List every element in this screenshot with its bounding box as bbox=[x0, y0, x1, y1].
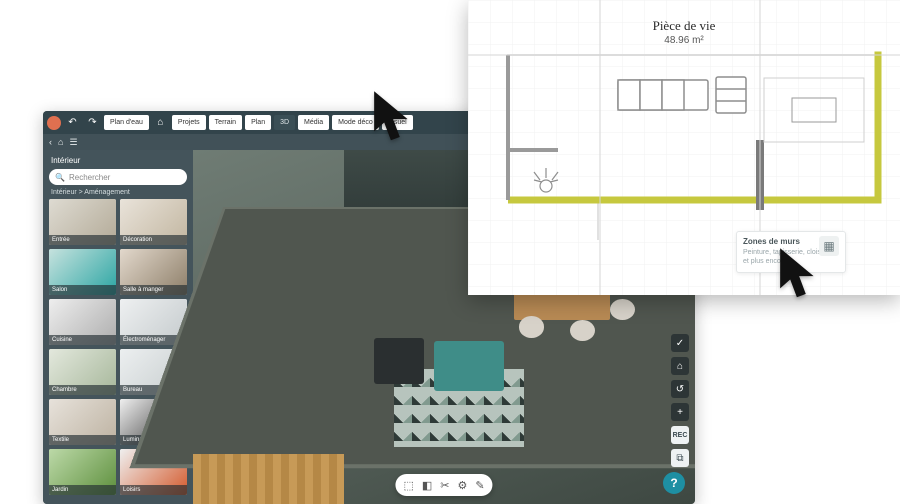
dining-chair[interactable] bbox=[519, 316, 544, 337]
settings-icon[interactable]: ☰ bbox=[69, 137, 77, 148]
dock-tool-4-icon[interactable]: ⚙ bbox=[457, 479, 467, 492]
viewport-side-tools: ✓ ⌂ ↺ + REC ⧉ bbox=[671, 334, 689, 467]
sofa-teal[interactable] bbox=[434, 341, 504, 391]
category-card[interactable]: Salle à manger bbox=[120, 249, 187, 295]
category-card[interactable]: Cuisine bbox=[49, 299, 116, 345]
dining-chair[interactable] bbox=[610, 299, 635, 320]
wall-zones-icon: ▦ bbox=[819, 236, 839, 256]
category-card[interactable]: Jardin bbox=[49, 449, 116, 495]
category-label: Chambre bbox=[49, 385, 116, 395]
reset-view-icon[interactable]: ↺ bbox=[671, 380, 689, 398]
category-card[interactable]: Salon bbox=[49, 249, 116, 295]
tab-plan-deau[interactable]: Plan d'eau bbox=[104, 115, 149, 130]
category-card[interactable]: Entrée bbox=[49, 199, 116, 245]
tab-projets[interactable]: Projets bbox=[172, 115, 206, 130]
wall-zones-line2: et plus encore bbox=[743, 257, 839, 266]
category-label: Loisirs bbox=[120, 485, 187, 495]
room-title: Pièce de vie bbox=[468, 18, 900, 34]
expand-icon[interactable]: ⧉ bbox=[671, 449, 689, 467]
tab-visuel[interactable]: Visuel bbox=[382, 115, 413, 130]
wood-deck bbox=[193, 454, 344, 504]
category-label: Textile bbox=[49, 435, 116, 445]
help-button[interactable]: ? bbox=[663, 472, 685, 494]
dock-tool-3-icon[interactable]: ✂ bbox=[440, 479, 449, 492]
dock-tool-1-icon[interactable]: ⬚ bbox=[403, 479, 413, 492]
category-label: Cuisine bbox=[49, 335, 116, 345]
category-label: Salon bbox=[49, 285, 116, 295]
back-icon[interactable]: ‹ bbox=[49, 137, 52, 147]
viewport-bottom-dock: ⬚ ◧ ✂ ⚙ ✎ bbox=[395, 474, 492, 496]
floorplan-window: Pièce de vie 48.96 m² ▦ Zones de murs Pe… bbox=[468, 0, 900, 295]
sofa-dark[interactable] bbox=[374, 338, 424, 384]
room-area: 48.96 m² bbox=[468, 35, 900, 46]
category-card[interactable]: Décoration bbox=[120, 199, 187, 245]
sidebar-title: Intérieur bbox=[49, 154, 187, 169]
rec-button[interactable]: REC bbox=[671, 426, 689, 444]
category-label: Salle à manger bbox=[120, 285, 187, 295]
category-label: Entrée bbox=[49, 235, 116, 245]
category-card[interactable]: Textile bbox=[49, 399, 116, 445]
wall-zones-tooltip[interactable]: ▦ Zones de murs Peinture, tapisserie, cl… bbox=[736, 231, 846, 273]
category-card[interactable]: Chambre bbox=[49, 349, 116, 395]
search-icon: 🔍 bbox=[55, 173, 65, 182]
dock-tool-5-icon[interactable]: ✎ bbox=[475, 479, 484, 492]
undo-icon[interactable]: ↶ bbox=[64, 114, 81, 131]
tab-terrain[interactable]: Terrain bbox=[209, 115, 242, 130]
dock-tool-2-icon[interactable]: ◧ bbox=[422, 479, 432, 492]
zoom-in-icon[interactable]: + bbox=[671, 403, 689, 421]
check-icon[interactable]: ✓ bbox=[671, 334, 689, 352]
breadcrumb: Intérieur > Aménagement bbox=[49, 185, 187, 199]
home-icon[interactable]: ⌂ bbox=[152, 114, 169, 131]
category-label: Décoration bbox=[120, 235, 187, 245]
dining-chair[interactable] bbox=[570, 320, 595, 341]
redo-icon[interactable]: ↷ bbox=[84, 114, 101, 131]
tab-plan[interactable]: Plan bbox=[245, 115, 271, 130]
tab-media[interactable]: Média bbox=[298, 115, 329, 130]
home-small-icon[interactable]: ⌂ bbox=[58, 137, 63, 147]
app-logo-icon bbox=[47, 116, 61, 130]
house-icon[interactable]: ⌂ bbox=[671, 357, 689, 375]
category-label: Jardin bbox=[49, 485, 116, 495]
tab-3d[interactable]: 3D bbox=[274, 115, 295, 130]
search-placeholder: Rechercher bbox=[69, 173, 110, 182]
search-input[interactable]: 🔍 Rechercher bbox=[49, 169, 187, 185]
tab-mode-deco[interactable]: Mode déco bbox=[332, 115, 379, 130]
